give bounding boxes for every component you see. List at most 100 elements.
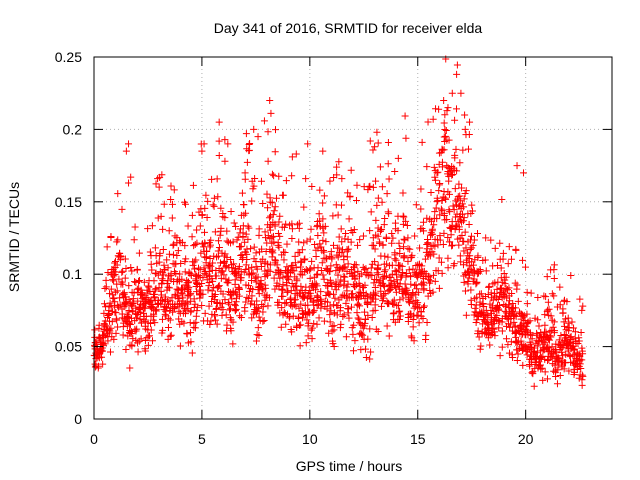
data-point: [255, 332, 263, 340]
data-point: [487, 289, 495, 297]
data-point: [550, 318, 558, 326]
data-point: [102, 283, 110, 291]
data-point: [465, 262, 473, 270]
data-point: [501, 307, 509, 315]
data-point: [257, 262, 265, 270]
data-point: [313, 271, 321, 279]
data-point: [285, 276, 293, 284]
data-point: [216, 231, 224, 239]
data-point: [254, 273, 262, 281]
data-point: [364, 335, 372, 343]
data-point: [541, 368, 549, 376]
data-point: [545, 344, 553, 352]
data-point: [310, 306, 318, 314]
data-point: [174, 295, 182, 303]
data-point: [568, 318, 576, 326]
data-point: [450, 260, 458, 268]
data-point: [354, 241, 362, 249]
data-point: [307, 265, 315, 273]
data-point: [215, 151, 223, 159]
data-point: [253, 265, 261, 273]
data-point: [190, 258, 198, 266]
data-point: [366, 227, 374, 235]
data-point: [248, 263, 256, 271]
data-point: [211, 316, 219, 324]
data-point: [221, 214, 229, 222]
data-point: [183, 300, 191, 308]
data-point: [215, 282, 223, 290]
data-point: [523, 310, 531, 318]
data-point: [98, 353, 106, 361]
data-point: [318, 259, 326, 267]
data-point: [335, 233, 343, 241]
data-point: [184, 285, 192, 293]
data-point: [403, 286, 411, 294]
data-point: [166, 332, 174, 340]
data-point: [576, 295, 584, 303]
data-point: [380, 221, 388, 229]
data-point: [372, 289, 380, 297]
data-point: [530, 382, 538, 390]
data-point: [102, 322, 110, 330]
data-point: [317, 288, 325, 296]
data-point: [460, 203, 468, 211]
data-point: [198, 211, 206, 219]
data-point: [495, 324, 503, 332]
data-point: [362, 265, 370, 273]
data-point: [462, 187, 470, 195]
data-point: [361, 281, 369, 289]
data-point: [519, 311, 527, 319]
data-point: [445, 190, 453, 198]
data-point: [111, 298, 119, 306]
data-point: [491, 244, 499, 252]
data-point: [467, 286, 475, 294]
data-point: [528, 369, 536, 377]
data-point: [126, 321, 134, 329]
data-point: [504, 341, 512, 349]
data-point: [567, 271, 575, 279]
data-point: [170, 186, 178, 194]
data-point: [444, 264, 452, 272]
data-point: [451, 213, 459, 221]
data-point: [378, 183, 386, 191]
data-point: [350, 226, 358, 234]
data-point: [270, 172, 278, 180]
data-point: [474, 254, 482, 262]
data-point: [212, 272, 220, 280]
data-point: [374, 271, 382, 279]
data-point: [334, 211, 342, 219]
data-point: [553, 356, 561, 364]
data-point: [537, 354, 545, 362]
data-point: [392, 256, 400, 264]
data-point: [283, 240, 291, 248]
data-point: [502, 335, 510, 343]
data-point: [103, 243, 111, 251]
data-point: [578, 344, 586, 352]
data-point: [144, 225, 152, 233]
data-point: [560, 365, 568, 373]
data-point: [124, 313, 132, 321]
data-point: [304, 322, 312, 330]
chart-title: Day 341 of 2016, SRMTID for receiver eld…: [214, 20, 483, 36]
data-point: [268, 233, 276, 241]
data-point: [129, 295, 137, 303]
data-point: [406, 245, 414, 253]
data-point: [457, 89, 465, 97]
tick-labels: 0 5 10 15 20 0 0.05 0.1 0.15 0.2 0.25: [55, 49, 534, 447]
data-point: [435, 187, 443, 195]
data-point: [460, 278, 468, 286]
data-point: [437, 205, 445, 213]
data-point: [326, 267, 334, 275]
data-point: [574, 351, 582, 359]
data-point: [264, 157, 272, 165]
data-point: [133, 285, 141, 293]
data-point: [271, 220, 279, 228]
data-point: [429, 288, 437, 296]
data-point: [499, 249, 507, 257]
data-point: [354, 314, 362, 322]
data-point: [547, 333, 555, 341]
data-point: [523, 300, 531, 308]
data-point: [514, 350, 522, 358]
data-point: [503, 286, 511, 294]
data-point: [447, 224, 455, 232]
